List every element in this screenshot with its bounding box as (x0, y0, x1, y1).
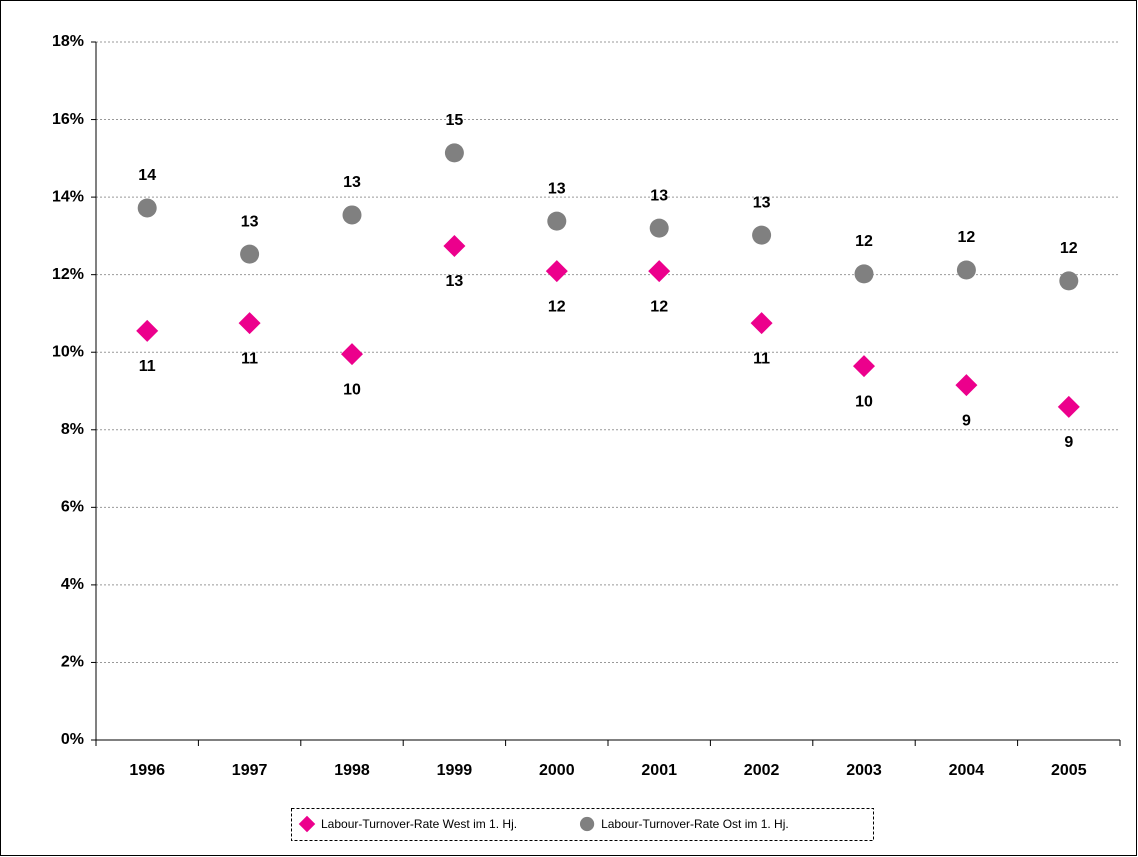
x-tick-label: 1998 (334, 762, 370, 779)
diamond-marker (853, 355, 875, 378)
x-tick-label: 2001 (641, 762, 677, 779)
y-tick-label: 18% (52, 33, 84, 50)
circle-marker (752, 225, 772, 245)
data-label: 13 (753, 194, 771, 211)
diamond-marker (1057, 395, 1080, 418)
circle-marker (240, 244, 260, 264)
diamond-marker (238, 312, 261, 335)
data-label: 15 (446, 112, 464, 129)
diamond-marker (136, 319, 159, 342)
data-label: 13 (446, 273, 464, 290)
x-tick-label: 1997 (232, 762, 268, 779)
diamond-marker (443, 234, 466, 257)
y-tick-label: 12% (52, 266, 84, 283)
data-label: 9 (1064, 434, 1073, 451)
y-tick-label: 10% (52, 343, 84, 360)
y-tick-label: 2% (61, 654, 84, 671)
legend-label: Labour-Turnover-Rate Ost im 1. Hj. (601, 817, 789, 831)
data-label: 12 (1060, 240, 1078, 257)
data-label: 9 (962, 412, 971, 429)
x-tick-label: 2002 (744, 762, 780, 779)
circle-marker (854, 264, 874, 284)
data-label: 12 (548, 298, 566, 315)
data-label: 10 (343, 381, 361, 398)
x-tick-label: 2000 (539, 762, 575, 779)
diamond-marker (341, 343, 363, 366)
circle-marker (547, 211, 567, 231)
data-label: 12 (650, 298, 668, 315)
data-label: 10 (855, 393, 873, 410)
circle-marker (137, 198, 157, 218)
circle-marker (579, 816, 595, 832)
data-label: 12 (958, 229, 976, 246)
data-label: 13 (241, 213, 259, 230)
y-tick-label: 4% (61, 576, 84, 593)
diamond-marker (955, 374, 978, 397)
y-tick-label: 8% (61, 421, 84, 438)
diamond-marker (750, 312, 773, 335)
circle-marker (342, 205, 362, 225)
data-label: 11 (241, 350, 258, 367)
data-label: 11 (753, 350, 770, 367)
y-tick-label: 16% (52, 111, 84, 128)
diamond-marker (545, 260, 568, 283)
x-tick-label: 2003 (846, 762, 882, 779)
data-label: 14 (138, 167, 156, 184)
circle-marker (649, 218, 669, 238)
y-tick-label: 0% (61, 731, 84, 748)
data-label: 11 (139, 358, 156, 375)
data-label: 12 (855, 233, 873, 250)
data-label: 13 (343, 174, 361, 191)
y-tick-label: 14% (52, 188, 84, 205)
x-tick-label: 2005 (1051, 762, 1087, 779)
circle-marker (1059, 271, 1079, 291)
data-label: 13 (548, 180, 566, 197)
x-tick-label: 1996 (129, 762, 165, 779)
y-tick-label: 6% (61, 499, 84, 516)
data-label: 13 (650, 187, 668, 204)
diamond-marker (648, 260, 671, 283)
diamond-marker (298, 815, 316, 833)
legend-label: Labour-Turnover-Rate West im 1. Hj. (321, 817, 517, 831)
circle-marker (956, 260, 976, 280)
circle-marker (444, 143, 464, 163)
x-tick-label: 2004 (949, 762, 985, 779)
x-tick-label: 1999 (437, 762, 473, 779)
